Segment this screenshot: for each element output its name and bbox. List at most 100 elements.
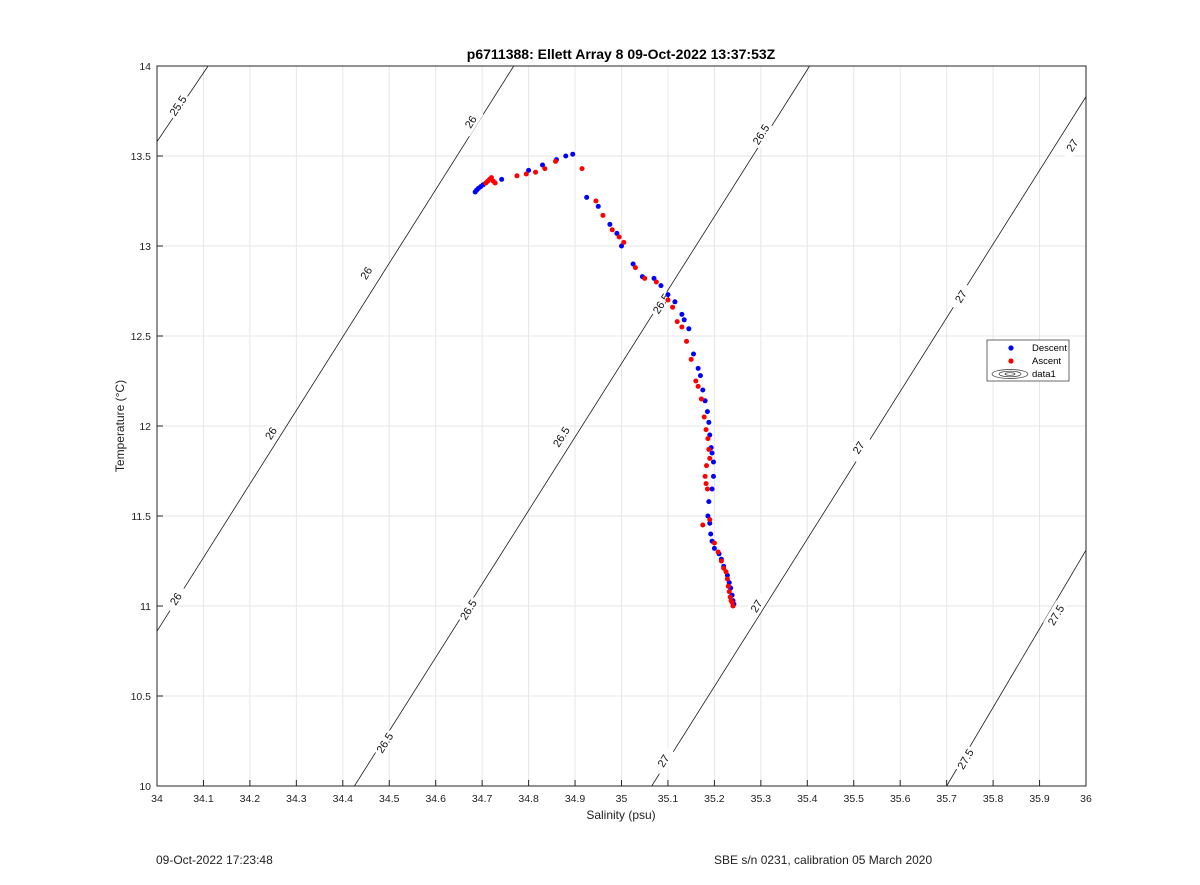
x-tick-label: 35 [616, 793, 628, 805]
isopycnal-label: 26 [463, 114, 480, 131]
ascent-point [711, 540, 717, 546]
ascent-point [600, 212, 606, 218]
isopycnal-label: 27 [851, 440, 868, 457]
descent-point [619, 243, 624, 249]
isopycnal-label-bg [743, 591, 770, 621]
y-axis-ticks: 10 10.5 11 11.5 12 12.5 13 13.5 14 [131, 61, 163, 793]
isopycnal-label-bg [1059, 130, 1085, 160]
descent-point [651, 275, 657, 281]
isopycnal-label-bg [952, 744, 978, 774]
x-axis-label: Salinity (psu) [586, 808, 655, 822]
x-tick-label: 34.6 [425, 793, 446, 805]
legend-data1-contour-icon [991, 369, 1029, 379]
isopycnal-label-bg [455, 594, 482, 625]
y-tick-label: 11.5 [131, 511, 151, 523]
ascent-point [642, 275, 648, 281]
footer-calibration: SBE s/n 0231, calibration 05 March 2020 [714, 853, 933, 867]
descent-point [526, 167, 532, 173]
legend-data1-label: data1 [1032, 369, 1056, 380]
ascent-point [706, 446, 712, 452]
ascent-point [721, 565, 727, 571]
legend-descent-label: Descent [1032, 343, 1067, 354]
x-tick-label: 35.8 [983, 793, 1004, 805]
descent-point [665, 292, 671, 298]
ascent-point [725, 583, 731, 589]
ascent-point [621, 239, 627, 245]
ascent-point [730, 603, 736, 609]
chart-title: p6711388: Ellett Array 8 09-Oct-2022 13:… [467, 46, 776, 62]
isopycnal-label: 27 [1065, 137, 1082, 154]
descent-point [707, 520, 713, 526]
isopycnal-label-bg [1043, 600, 1069, 630]
ascent-point [553, 158, 559, 164]
x-tick-label: 36 [1080, 793, 1092, 805]
data-points [472, 151, 737, 609]
y-tick-label: 10 [139, 781, 151, 793]
ascent-point [670, 304, 676, 310]
ascent-point [533, 169, 539, 175]
ascent-point [632, 265, 638, 271]
x-tick-label: 34.7 [472, 793, 493, 805]
ascent-point [665, 297, 671, 303]
isopycnal-label-bg [164, 90, 191, 121]
ascent-point [542, 166, 548, 172]
x-axis-ticks: 34 34.1 34.2 34.3 34.4 34.5 34.6 34.7 34.8 34.9 35… [151, 780, 1092, 805]
isopycnal-label-bg [845, 432, 872, 463]
x-tick-label: 34 [151, 793, 163, 805]
descent-point [700, 387, 706, 393]
descent-point [709, 450, 715, 456]
x-tick-label: 35.1 [658, 793, 679, 805]
ascent-point [674, 319, 680, 325]
descent-point [540, 162, 546, 168]
isopycnal-label-bg [947, 281, 974, 312]
y-tick-label: 13.5 [131, 151, 152, 163]
x-tick-label: 35.3 [751, 793, 772, 805]
descent-point [679, 311, 685, 317]
legend-ascent-marker [1008, 358, 1014, 364]
descent-point [658, 283, 664, 289]
isopycnal-label-bg [162, 584, 189, 614]
x-tick-label: 35.7 [936, 793, 957, 805]
x-tick-label: 34.3 [286, 793, 307, 805]
x-tick-label: 34.4 [333, 793, 354, 805]
descent-point [695, 365, 701, 371]
y-tick-label: 11 [140, 601, 151, 613]
ascent-point [705, 436, 711, 442]
descent-point [710, 459, 716, 465]
ascent-point [702, 473, 708, 479]
x-tick-label: 34.2 [240, 793, 261, 805]
x-tick-label: 35.2 [704, 793, 725, 805]
ascent-point [704, 463, 710, 469]
descent-point [584, 194, 590, 200]
descent-point [710, 473, 716, 479]
isopycnal-label-bg [650, 746, 677, 776]
ascent-point [700, 522, 706, 528]
descent-point [681, 317, 687, 323]
ascent-point [703, 427, 709, 433]
ascent-point [688, 356, 694, 362]
density-contours: 25.52626262626.526.526.526.526.527272727… [156, 65, 1087, 787]
isopycnal-label-bg [747, 119, 774, 150]
ascent-point [726, 589, 732, 595]
isopycnal-line [156, 65, 515, 632]
x-tick-label: 34.5 [379, 793, 400, 805]
descent-point [706, 419, 712, 425]
ascent-point [703, 481, 709, 487]
x-tick-label: 35.4 [797, 793, 818, 805]
x-tick-label: 34.8 [518, 793, 539, 805]
descent-point [711, 545, 717, 551]
legend-ascent-label: Ascent [1032, 356, 1061, 367]
ascent-point [718, 558, 724, 564]
descent-point [690, 351, 696, 357]
ascent-point [724, 576, 730, 582]
ascent-point [653, 279, 659, 285]
ascent-point [698, 396, 704, 402]
x-tick-label: 35.5 [844, 793, 865, 805]
isopycnal-label: 26 [168, 591, 185, 608]
ascent-point [523, 171, 529, 177]
ascent-point [609, 227, 615, 233]
ascent-point [693, 378, 699, 384]
ascent-point [695, 383, 701, 389]
ascent-point [715, 549, 721, 555]
legend-descent-marker [1008, 345, 1014, 351]
